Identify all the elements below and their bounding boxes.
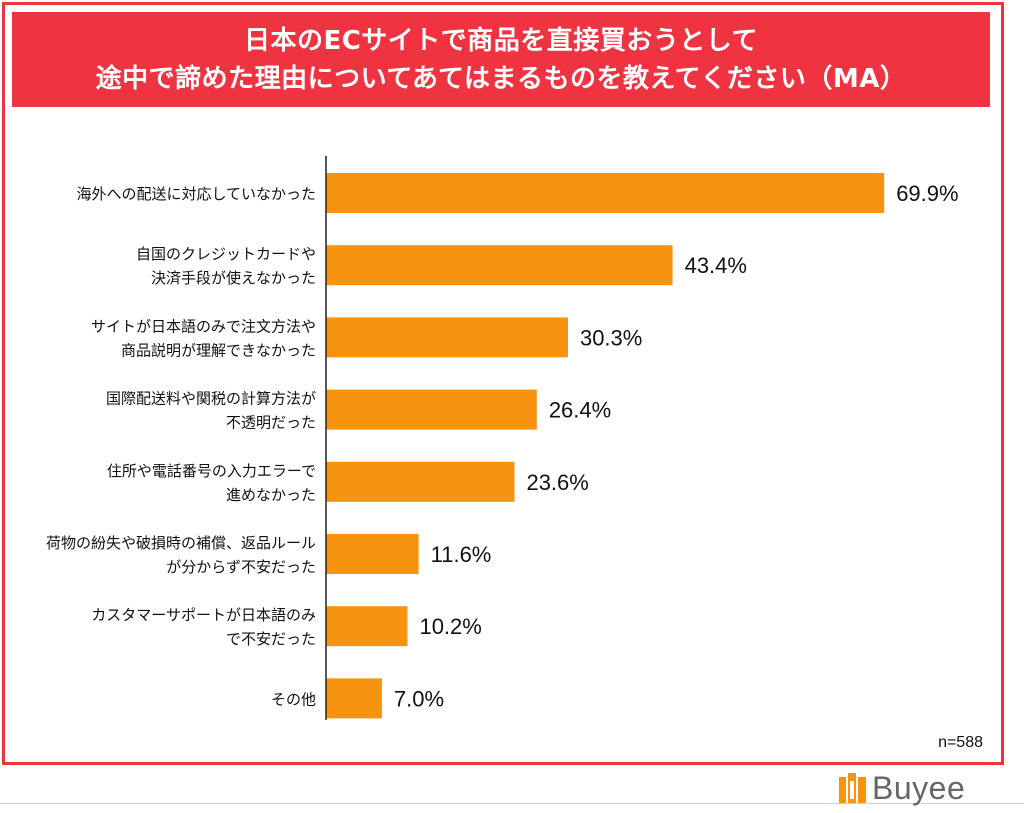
category-label-3-line-2: 商品説明が理解できなかった [121,341,316,359]
value-label-1: 69.9% [896,181,958,206]
category-label-7-line-1: カスタマーサポートが日本語のみ [91,606,316,624]
logo-text: Buyee [872,769,966,806]
category-label-2-line-1: 自国のクレジットカードや [136,245,316,263]
category-label-5-line-2: 進めなかった [226,486,316,504]
building-blocks-icon [839,773,866,803]
value-label-5: 23.6% [526,470,588,495]
chart-frame [2,2,1004,765]
bar-4 [326,389,537,430]
bar-7 [326,606,408,647]
bar-2 [326,245,673,286]
category-label-7-line-2: で不安だった [226,630,316,648]
chart-title-line-2: 途中で諦めた理由についてあてはまるものを教えてください（MA） [95,63,907,94]
category-label-5-line-1: 住所や電話番号の入力エラーで [107,462,316,480]
bar-3 [326,317,568,358]
buyee-logo: Buyee [838,769,966,806]
value-label-6: 11.6% [431,542,492,567]
value-label-7: 10.2% [419,614,481,639]
value-label-3: 30.3% [580,325,642,350]
category-label-6-line-2: が分からず不安だった [166,558,316,576]
category-label-4-line-2: 不透明だった [226,414,316,432]
bar-6 [326,534,419,574]
category-label-3-line-1: サイトが日本語のみで注文方法や [91,317,316,335]
chart-title-band: 日本のECサイトで商品を直接買おうとして 途中で諦めた理由についてあてはまるもの… [12,12,990,107]
value-label-2: 43.4% [685,253,747,278]
sample-size-note: n=588 [938,734,983,751]
footer-divider [0,803,1024,804]
category-label-8: その他 [271,690,316,708]
category-label-1: 海外への配送に対応していなかった [76,185,316,203]
bar-5 [326,461,515,502]
value-label-4: 26.4% [549,398,611,423]
bar-8 [326,678,382,719]
bar-1 [326,173,885,213]
category-label-4-line-1: 国際配送料や関税の計算方法が [106,390,316,408]
chart-title-line-1: 日本のECサイトで商品を直接買おうとして [243,25,759,56]
value-label-8: 7.0% [394,686,444,711]
category-label-2-line-2: 決済手段が使えなかった [151,269,316,287]
category-label-6-line-1: 荷物の紛失や破損時の補償、返品ルール [46,534,316,552]
